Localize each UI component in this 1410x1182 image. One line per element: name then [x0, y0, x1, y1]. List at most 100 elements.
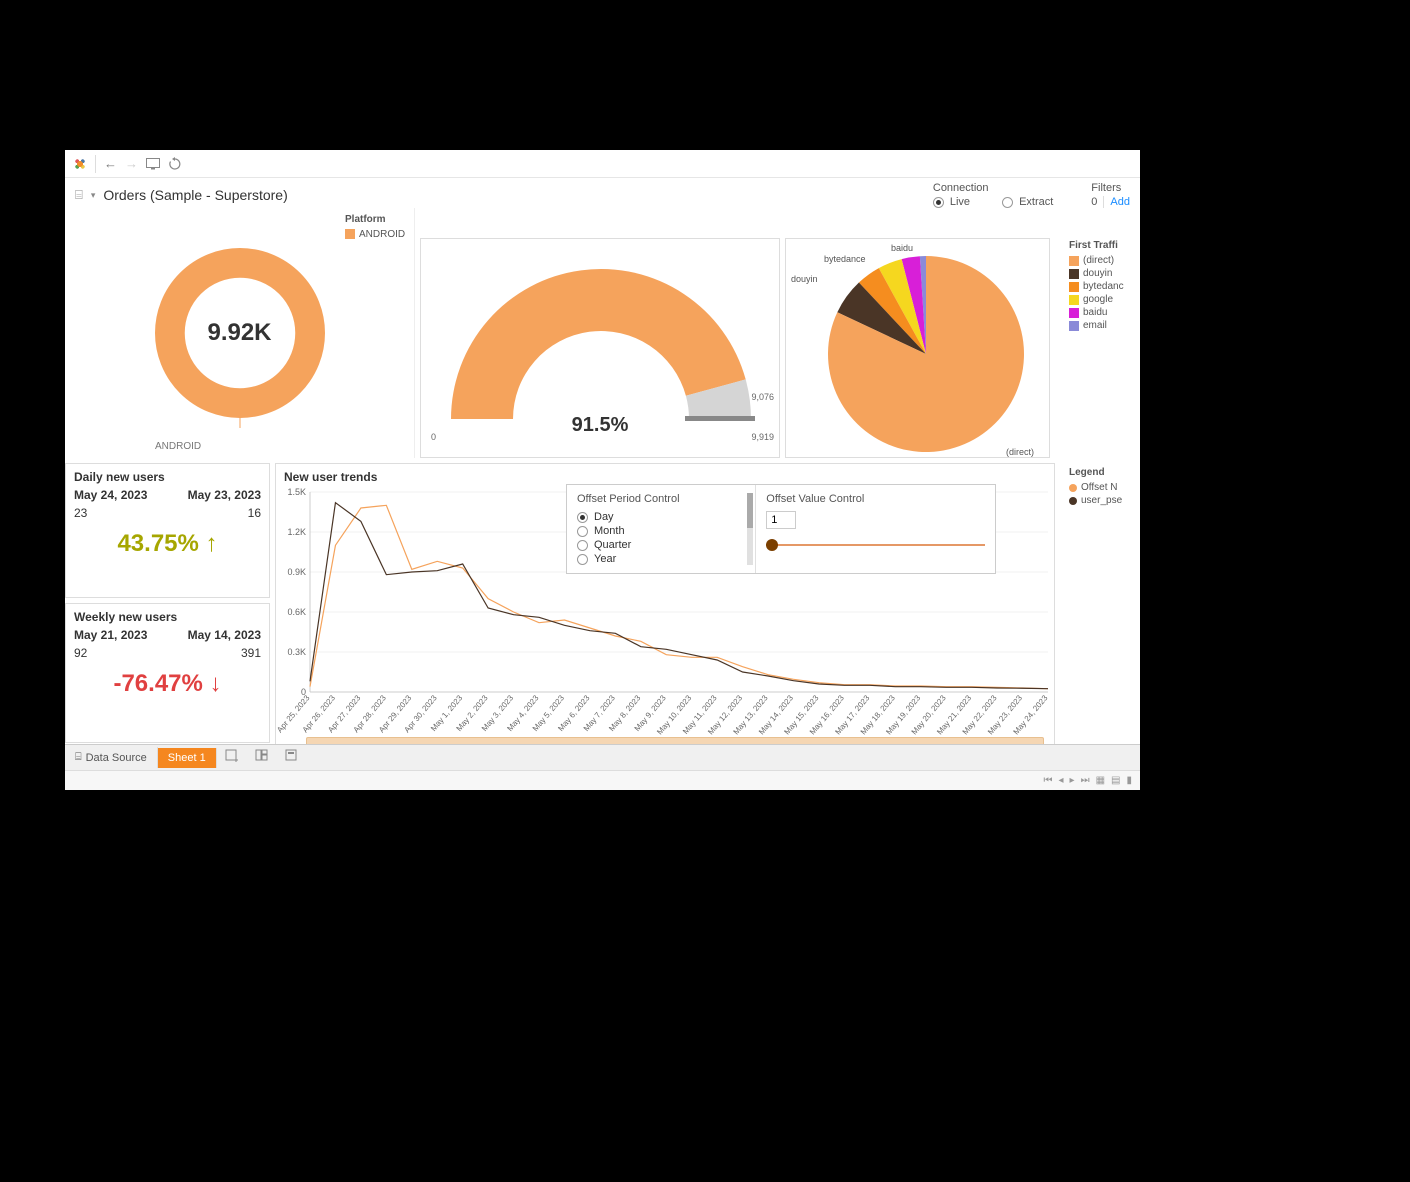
weekly-pct: -76.47% ↓ — [66, 670, 269, 698]
weekly-title: Weekly new users — [66, 604, 269, 626]
legend-item[interactable]: bytedanc — [1069, 281, 1136, 292]
period-label: Day — [594, 511, 614, 523]
nav-first-icon[interactable]: ⏮ — [1044, 775, 1053, 786]
trend-controls: Offset Period Control Day Month Quarter Yea… — [566, 484, 996, 574]
refresh-button[interactable] — [168, 157, 182, 171]
datasource-title: Orders (Sample - Superstore) — [103, 187, 287, 203]
pie-panel: (direct)douyinbytedancebaidu — [785, 238, 1050, 458]
legend-swatch — [1069, 282, 1079, 292]
tab-sheet1[interactable]: Sheet 1 — [158, 748, 217, 768]
legend-label: google — [1083, 294, 1113, 305]
legend-swatch — [1069, 321, 1079, 331]
svg-text:1.2K: 1.2K — [287, 527, 306, 537]
filters-count: 0 — [1091, 196, 1097, 208]
pie-slice-label: baidu — [891, 243, 913, 253]
offset-value-input[interactable] — [766, 511, 796, 529]
dropdown-icon[interactable]: ▾ — [91, 190, 96, 201]
legend-item[interactable]: Offset N — [1069, 482, 1136, 493]
legend-label: email — [1083, 320, 1107, 331]
offset-period-title: Offset Period Control — [577, 493, 745, 505]
pie-chart — [786, 239, 1051, 459]
legend-swatch — [1069, 269, 1079, 279]
legend-item[interactable]: google — [1069, 294, 1136, 305]
radio-icon — [577, 512, 588, 523]
new-dashboard-button[interactable] — [247, 745, 277, 770]
x-axis-scrollbar[interactable] — [306, 737, 1044, 744]
legend-item[interactable]: user_pse — [1069, 495, 1136, 506]
tab-sheet1-label: Sheet 1 — [168, 752, 206, 764]
radio-extract-label: Extract — [1019, 196, 1053, 208]
legend-item[interactable]: baidu — [1069, 307, 1136, 318]
weekly-date-b: May 14, 2023 — [188, 628, 261, 642]
view-list-icon[interactable]: ▮ — [1126, 775, 1132, 786]
weekly-val-b: 391 — [241, 646, 261, 660]
logo-icon — [73, 157, 87, 171]
daily-panel: Daily new users May 24, 2023 May 23, 202… — [65, 463, 270, 598]
toolbar: ← → — [65, 150, 1140, 178]
offset-value-slider[interactable] — [766, 535, 985, 555]
daily-title: Daily new users — [66, 464, 269, 486]
tab-data-source[interactable]: ⌸ Data Source — [65, 747, 158, 768]
filters-block: Filters 0 Add — [1091, 182, 1130, 208]
nav-prev-icon[interactable]: ◂ — [1059, 775, 1064, 786]
radio-icon — [577, 554, 588, 565]
new-worksheet-button[interactable] — [217, 745, 247, 770]
daily-date-a: May 24, 2023 — [74, 488, 147, 502]
divider — [95, 155, 96, 173]
period-option[interactable]: Month — [577, 525, 745, 537]
trend-legend: Legend Offset Nuser_pse — [1065, 463, 1140, 512]
radio-extract[interactable] — [1002, 197, 1013, 208]
view-grid-icon[interactable]: ▦ — [1096, 775, 1105, 786]
sheet-tabbar: ⌸ Data Source Sheet 1 — [65, 744, 1140, 770]
legend-item[interactable]: (direct) — [1069, 255, 1136, 266]
legend-swatch — [1069, 256, 1079, 266]
legend-swatch — [1069, 308, 1079, 318]
radio-live-label: Live — [950, 196, 970, 208]
filters-label: Filters — [1091, 182, 1130, 194]
radio-icon — [577, 526, 588, 537]
forward-button[interactable]: → — [125, 156, 138, 171]
legend-label: douyin — [1083, 268, 1112, 279]
radio-icon — [577, 540, 588, 551]
presentation-button[interactable] — [146, 158, 160, 170]
legend-swatch — [1069, 295, 1079, 305]
svg-text:0.6K: 0.6K — [287, 607, 306, 617]
weekly-val-a: 92 — [74, 646, 87, 660]
weekly-panel: Weekly new users May 21, 2023 May 14, 20… — [65, 603, 270, 743]
traffic-legend-title: First Traffi — [1069, 240, 1136, 251]
period-label: Quarter — [594, 539, 631, 551]
scrollbar[interactable] — [747, 493, 753, 565]
datasource-header: ⌸ ▾ Orders (Sample - Superstore) Connect… — [65, 178, 1140, 208]
view-tile-icon[interactable]: ▤ — [1111, 775, 1120, 786]
trend-panel: New user trends 00.3K0.6K0.9K1.2K1.5KApr… — [275, 463, 1055, 744]
nav-next-icon[interactable]: ▸ — [1070, 775, 1075, 786]
filters-add-link[interactable]: Add — [1110, 196, 1130, 208]
legend-item[interactable]: email — [1069, 320, 1136, 331]
back-button[interactable]: ← — [104, 156, 117, 171]
daily-pct: 43.75% ↑ — [66, 530, 269, 558]
period-option[interactable]: Year — [577, 553, 745, 565]
divider — [1103, 196, 1104, 208]
nav-last-icon[interactable]: ⏭ — [1081, 775, 1090, 786]
gauge-label-max: 9,919 — [751, 432, 774, 442]
period-label: Year — [594, 553, 616, 565]
tab-data-source-label: Data Source — [86, 752, 147, 764]
new-story-button[interactable] — [277, 745, 307, 770]
legend-swatch — [1069, 484, 1077, 492]
period-option[interactable]: Quarter — [577, 539, 745, 551]
svg-text:1.5K: 1.5K — [287, 487, 306, 497]
legend-item[interactable]: douyin — [1069, 268, 1136, 279]
weekly-date-a: May 21, 2023 — [74, 628, 147, 642]
radio-live[interactable] — [933, 197, 944, 208]
status-bar: ⏮ ◂ ▸ ⏭ ▦ ▤ ▮ — [65, 770, 1140, 790]
legend-label: baidu — [1083, 307, 1107, 318]
legend-label: bytedanc — [1083, 281, 1124, 292]
trend-title: New user trends — [276, 464, 1054, 486]
svg-text:0.9K: 0.9K — [287, 567, 306, 577]
pie-slice-label: douyin — [791, 274, 818, 284]
daily-val-a: 23 — [74, 506, 87, 520]
period-option[interactable]: Day — [577, 511, 745, 523]
gauge-label-current: 9,076 — [751, 392, 774, 402]
legend-swatch — [1069, 497, 1077, 505]
svg-text:0.3K: 0.3K — [287, 647, 306, 657]
